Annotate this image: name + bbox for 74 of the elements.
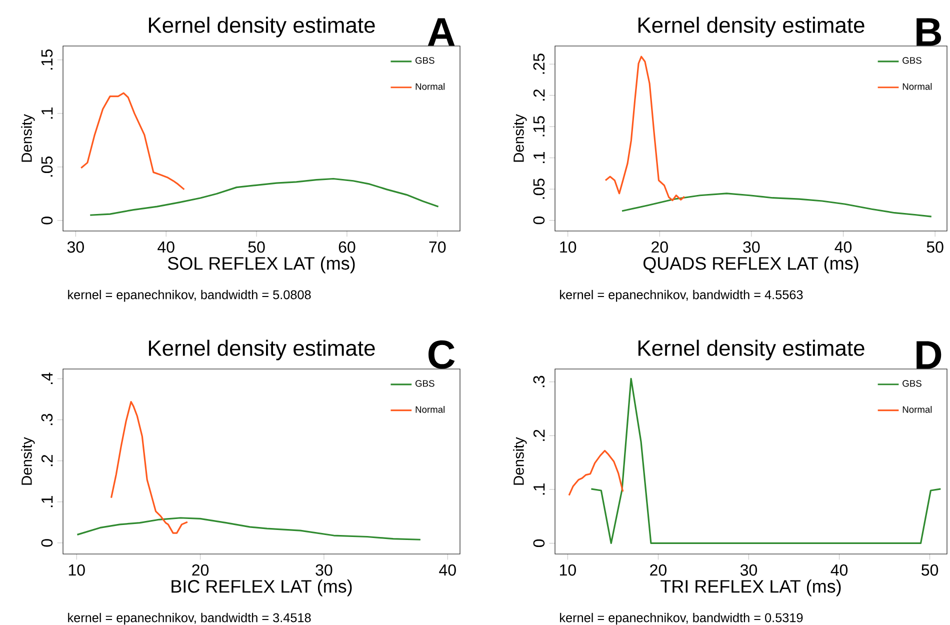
line-series [76, 517, 422, 541]
y-tick-label: .15 [41, 50, 53, 70]
x-tick-label: 10 [68, 564, 85, 576]
chart-title: Kernel density estimate [148, 16, 375, 38]
x-tick-label: 30 [67, 242, 84, 253]
x-tick-label: 30 [316, 564, 332, 576]
legend-label: Normal [902, 83, 932, 90]
text: kernel = epanechnikov, bandwidth = 0.5319 [560, 613, 803, 625]
text: B [916, 18, 942, 46]
y-tick-label: .1 [42, 496, 53, 508]
chart-title: Kernel density estimate [148, 340, 375, 360]
y-tick-label: 0 [41, 216, 53, 224]
x-tick-label: 40 [158, 242, 174, 253]
text: C [428, 340, 455, 369]
legend-label: Normal [902, 406, 932, 413]
y-axis-title: Density [513, 114, 527, 162]
x-tick-label: 50 [922, 564, 938, 576]
y-tick-label: .05 [533, 178, 545, 199]
x-tick-label: 20 [192, 564, 209, 576]
y-tick-label: .3 [41, 414, 53, 426]
x-tick-label: 50 [248, 242, 265, 253]
x-tick-label: 70 [429, 242, 446, 253]
y-tick-label: .1 [534, 152, 545, 164]
x-tick-label: 20 [650, 564, 666, 576]
line-series [590, 378, 942, 544]
y-axis-title: Density [513, 437, 527, 485]
x-axis-title: SOL REFLEX LAT (ms) [168, 256, 355, 274]
y-tick-label: 0 [533, 540, 545, 548]
x-tick-label: 10 [560, 564, 576, 576]
y-tick-label: 0 [41, 539, 53, 547]
legend-label: Normal [416, 406, 444, 413]
y-tick-label: .3 [533, 376, 545, 388]
y-tick-label: .4 [42, 372, 53, 384]
line-series [110, 401, 188, 534]
text: A [428, 18, 455, 46]
x-tick-label: 30 [740, 564, 758, 576]
y-tick-label: .2 [533, 430, 545, 442]
y-axis-title: Density [21, 437, 35, 485]
legend-label: GBS [902, 57, 922, 64]
y-tick-label: .05 [41, 156, 53, 177]
chart-title: Kernel density estimate [638, 16, 864, 38]
chart-title: Kernel density estimate [638, 340, 864, 360]
y-tick-label: 0 [533, 216, 545, 224]
x-axis-title: BIC REFLEX LAT (ms) [172, 580, 352, 596]
legend-label: GBS [416, 57, 434, 64]
legend-label: GBS [902, 380, 922, 387]
x-tick-label: 10 [560, 242, 576, 253]
line-series [604, 56, 686, 202]
legend-label: Normal [416, 83, 444, 90]
text: kernel = epanechnikov, bandwidth = 3.4518 [68, 613, 311, 625]
x-tick-label: 40 [834, 242, 852, 253]
line-series [621, 192, 932, 218]
x-tick-label: 50 [926, 242, 944, 253]
x-tick-label: 30 [743, 242, 760, 253]
y-tick-label: .15 [533, 116, 545, 136]
x-tick-label: 40 [830, 564, 848, 576]
text: D [916, 341, 942, 369]
y-tick-label: .1 [534, 484, 545, 495]
x-tick-label: 20 [652, 242, 668, 253]
y-tick-label: .1 [42, 108, 53, 119]
x-axis-title: QUADS REFLEX LAT (ms) [644, 256, 858, 274]
legend-label: GBS [416, 380, 434, 387]
y-tick-label: .25 [533, 54, 545, 74]
x-tick-label: 60 [338, 242, 356, 253]
x-axis-title: TRI REFLEX LAT (ms) [660, 580, 841, 596]
y-tick-label: .2 [41, 455, 53, 466]
line-series [568, 450, 624, 496]
text: kernel = epanechnikov, bandwidth = 5.0808 [68, 290, 311, 302]
text: kernel = epanechnikov, bandwidth = 4.5563 [560, 290, 803, 302]
y-tick-label: .2 [533, 90, 545, 101]
x-tick-label: 40 [439, 564, 456, 576]
line-series [80, 92, 185, 190]
line-series [89, 178, 440, 216]
y-axis-title: Density [21, 114, 35, 162]
